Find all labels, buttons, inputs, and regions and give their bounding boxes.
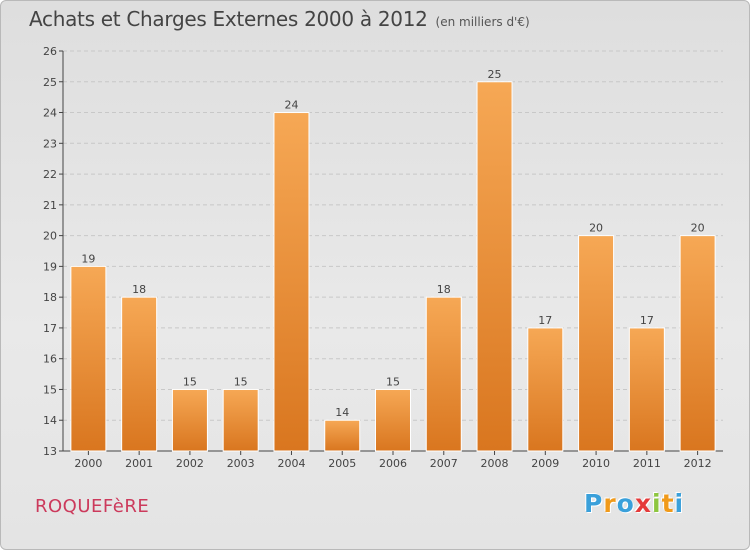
chart-title-text: Achats et Charges Externes 2000 à 2012 (29, 7, 428, 31)
logo-letter: o (616, 489, 635, 518)
bar-value-label: 15 (183, 375, 197, 388)
y-tick-label: 23 (43, 137, 57, 150)
bar-value-label: 24 (284, 99, 298, 112)
bar (476, 81, 513, 452)
bar (70, 265, 107, 452)
y-tick-label: 16 (43, 353, 57, 366)
bar-value-label: 20 (691, 222, 705, 235)
x-tick-label: 2006 (379, 457, 407, 470)
bar-value-label: 17 (640, 314, 654, 327)
logo-letter: x (634, 489, 652, 518)
y-tick-label: 25 (43, 76, 57, 89)
y-tick-label: 22 (43, 168, 57, 181)
x-tick-label: 2000 (74, 457, 102, 470)
y-tick-label: 17 (43, 322, 57, 335)
chart-unit: (en milliers d'€) (435, 15, 530, 29)
x-tick-label: 2001 (125, 457, 153, 470)
proxiti-logo: Proxiti (584, 489, 684, 518)
logo-letter: t (661, 489, 675, 518)
x-tick-label: 2007 (430, 457, 458, 470)
bar (171, 388, 208, 452)
x-tick-label: 2003 (227, 457, 255, 470)
x-tick-label: 2004 (277, 457, 305, 470)
x-tick-label: 2012 (684, 457, 712, 470)
y-tick-label: 21 (43, 199, 57, 212)
x-tick-label: 2011 (633, 457, 661, 470)
bar (273, 112, 310, 452)
bar (578, 235, 615, 452)
bar (324, 419, 361, 452)
bar (222, 388, 259, 452)
bar-value-label: 18 (437, 283, 451, 296)
x-tick-label: 2009 (531, 457, 559, 470)
x-tick-label: 2005 (328, 457, 356, 470)
logo-letter: i (652, 489, 662, 518)
y-tick-label: 20 (43, 230, 57, 243)
x-tick-label: 2008 (481, 457, 509, 470)
y-tick-label: 15 (43, 383, 57, 396)
logo-letter: P (584, 489, 604, 518)
bar (425, 296, 462, 452)
y-tick-label: 14 (43, 414, 57, 427)
bar-value-label: 18 (132, 283, 146, 296)
x-tick-label: 2010 (582, 457, 610, 470)
bar-value-label: 15 (234, 375, 248, 388)
bar (527, 327, 564, 452)
bar-value-label: 19 (81, 252, 95, 265)
bar-value-label: 25 (488, 68, 502, 81)
y-tick-label: 26 (43, 45, 57, 58)
y-tick-label: 18 (43, 291, 57, 304)
bar (121, 296, 158, 452)
y-tick-label: 19 (43, 260, 57, 273)
bar (679, 235, 716, 452)
bar-value-label: 20 (589, 222, 603, 235)
bar-value-label: 15 (386, 375, 400, 388)
chart-title: Achats et Charges Externes 2000 à 2012 (e… (29, 7, 530, 31)
x-tick-label: 2002 (176, 457, 204, 470)
bar-value-label: 17 (538, 314, 552, 327)
logo-letter: r (603, 489, 617, 518)
bar (375, 388, 411, 452)
logo-letter: i (674, 489, 685, 518)
bar (628, 327, 665, 452)
y-tick-label: 13 (43, 445, 57, 458)
bar-value-label: 14 (335, 406, 349, 419)
y-tick-label: 24 (43, 107, 57, 120)
commune-name: ROQUEFèRE (35, 496, 150, 517)
